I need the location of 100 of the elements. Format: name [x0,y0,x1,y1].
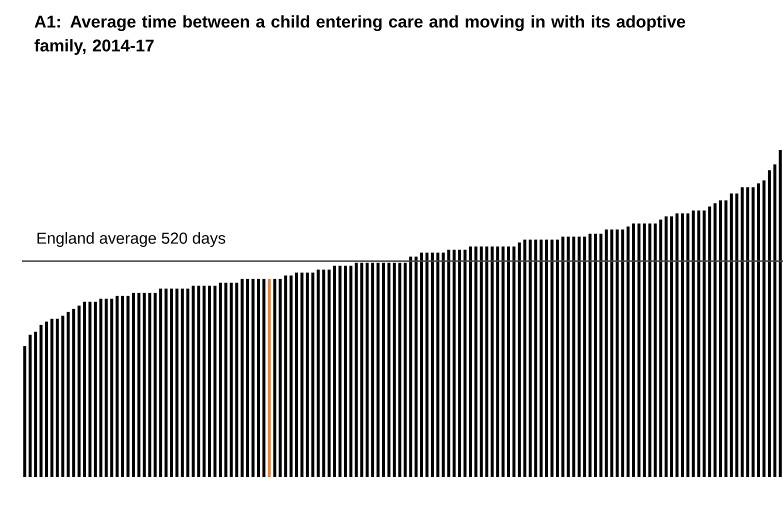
chart-title: A1: Average time between a child entering care and moving in with its adoptive family, 2014-17 [34,15,686,55]
bar [268,278,271,477]
bar [78,306,81,477]
bar [192,286,195,477]
bar [56,318,59,477]
bar [719,200,722,477]
bar [752,187,755,477]
bar [387,262,390,477]
bar [702,210,706,477]
bar [235,282,238,477]
bar [94,302,97,477]
bar [534,240,538,477]
bar [175,288,178,477]
bar [366,262,369,477]
bar [338,266,342,477]
bar [621,229,624,477]
bar [376,262,380,477]
bar [436,252,440,477]
bar [240,278,244,477]
bar [512,246,516,477]
bar [392,262,396,477]
bar [626,226,630,477]
bar [714,203,717,477]
bar [213,286,216,477]
bar [110,298,114,477]
bar [409,256,412,477]
bar [306,272,309,477]
bar [349,266,352,477]
bar [778,150,782,477]
bar [502,246,505,477]
bar [61,316,64,477]
bar [588,234,592,477]
bar [458,250,462,477]
bar [273,278,276,477]
bar [583,236,586,477]
bar [664,216,668,477]
bar [300,272,304,477]
bar [447,250,450,477]
bar [126,296,130,477]
bar [121,296,124,477]
bar [382,262,385,477]
bar [604,229,608,477]
bar [311,272,314,477]
bar [197,286,200,477]
bar [773,164,776,477]
bar [746,187,750,477]
bar [528,240,532,477]
bar [599,234,602,477]
bar [740,187,744,477]
bar [316,270,320,477]
bar [28,334,32,477]
bar [164,288,168,477]
bar [425,252,428,477]
bar [480,246,483,477]
bar [333,266,336,477]
bar [452,250,456,477]
bar [594,234,597,477]
bar [692,210,695,477]
bar [88,302,92,477]
bar [83,302,86,477]
bar [328,270,331,477]
bar [561,236,564,477]
bar [686,213,690,477]
bar [218,282,222,477]
bar [40,324,43,477]
bar [676,213,679,477]
bar [637,224,640,477]
bar [550,240,554,477]
bar [578,236,581,477]
bar [104,298,108,477]
bar [66,312,70,477]
bar [295,272,298,477]
bar [485,246,488,477]
bar [757,183,760,477]
bar [464,250,467,477]
bar [142,292,146,477]
bar [708,206,712,477]
bar [170,288,173,477]
bar [148,292,152,477]
bar [724,200,728,477]
bar [322,270,326,477]
bar [430,252,434,477]
bar [230,282,233,477]
bar [610,229,614,477]
bar [202,286,206,477]
bar [72,308,76,477]
bar [523,240,526,477]
bar [648,224,652,477]
bar [398,262,402,477]
bar [697,210,700,477]
bar [50,318,54,477]
bar [278,278,282,477]
bar [154,292,157,477]
bar [34,332,38,477]
bar [762,180,766,477]
bar [566,236,570,477]
bar [496,246,500,477]
bar [371,262,374,477]
bar [116,296,119,477]
bar [442,252,445,477]
